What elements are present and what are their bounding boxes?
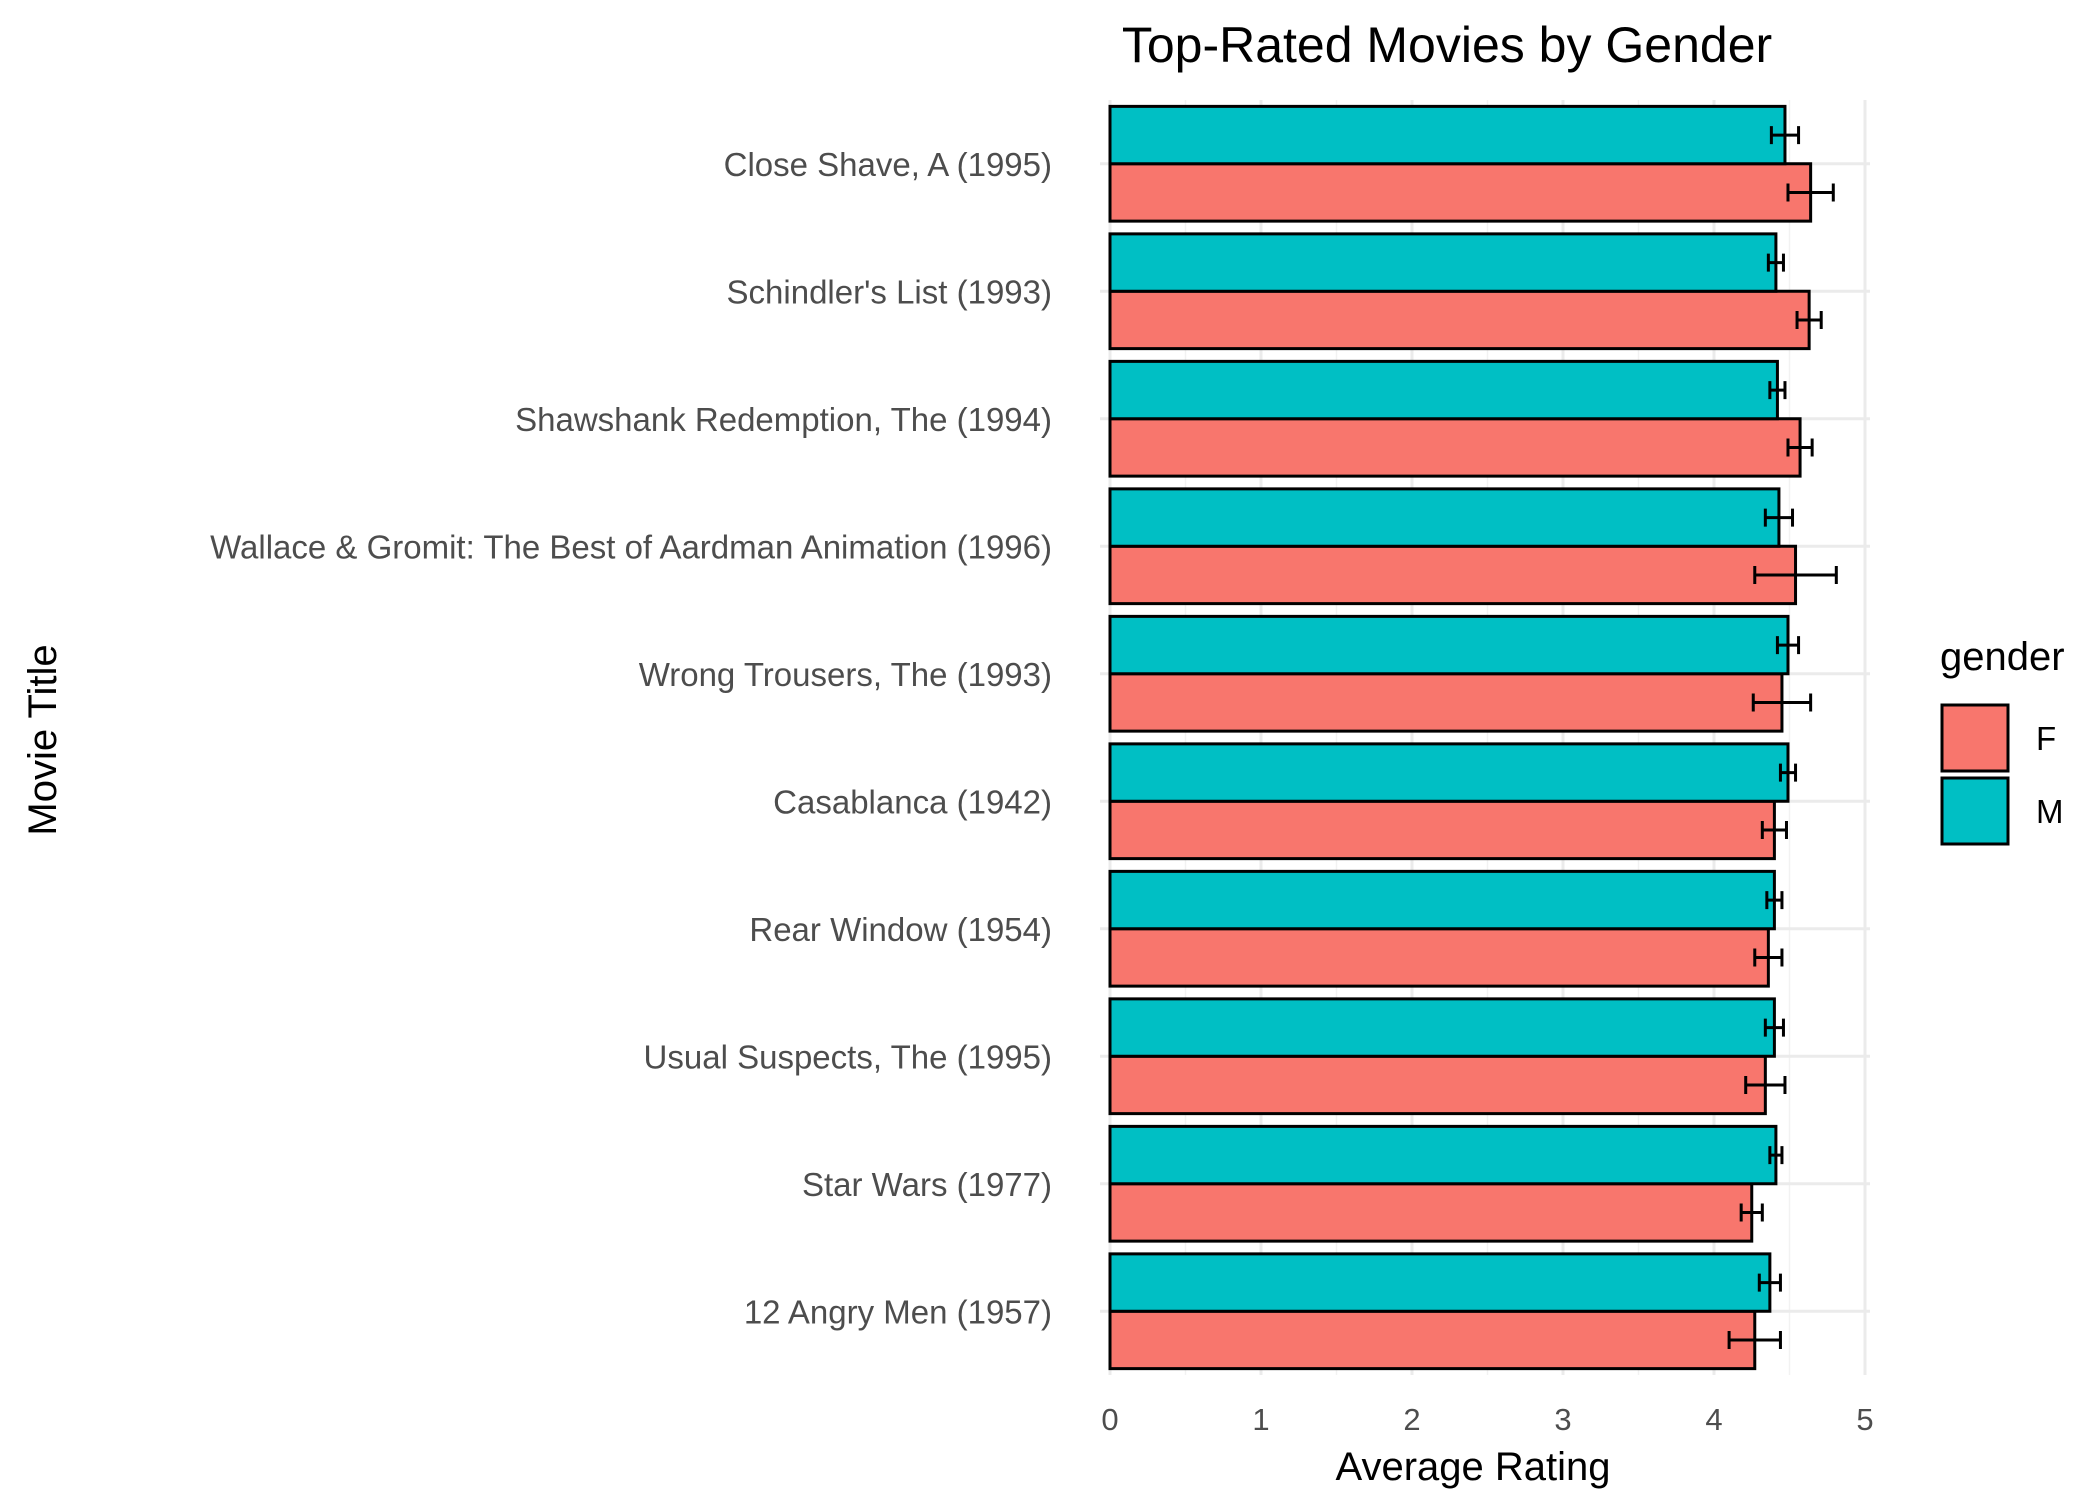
error-bar-m <box>1757 1273 1782 1292</box>
chart-title: Top-Rated Movies by Gender <box>1122 17 1772 73</box>
category-label: Wallace & Gromit: The Best of Aardman An… <box>210 528 1052 565</box>
bar-f <box>1108 1182 1754 1243</box>
error-bar-f <box>1760 820 1788 839</box>
y-axis-title: Movie Title <box>21 644 65 835</box>
bar-f <box>1108 799 1776 861</box>
error-bars <box>1727 126 1838 1349</box>
bar-m <box>1108 104 1787 166</box>
error-bar-m <box>1763 1018 1785 1037</box>
category-labels: Close Shave, A (1995) Schindler's List (1… <box>210 146 1052 1331</box>
x-tick-label: 0 <box>1101 1402 1118 1437</box>
bar-f <box>1108 672 1784 733</box>
error-bar-m <box>1775 636 1801 655</box>
legend-title: gender <box>1940 635 2065 679</box>
bar-m <box>1108 487 1781 548</box>
error-bar-f <box>1727 1330 1782 1349</box>
category-label: Casablanca (1942) <box>773 783 1052 820</box>
legend-key-m <box>1940 776 2010 846</box>
error-bar-m <box>1768 381 1787 400</box>
error-bar-m <box>1763 508 1795 527</box>
bar-f <box>1108 544 1798 606</box>
error-bar-m <box>1769 126 1801 145</box>
bar-m <box>1108 997 1776 1058</box>
bar-f <box>1108 1309 1757 1371</box>
bar-m <box>1108 1124 1778 1186</box>
category-label: 12 Angry Men (1957) <box>744 1293 1052 1330</box>
legend-label-f: F <box>2036 720 2056 757</box>
x-axis-title: Average Rating <box>1336 1445 1611 1489</box>
error-bar-f <box>1751 693 1813 712</box>
category-label: Schindler's List (1993) <box>727 273 1052 310</box>
bars <box>1108 104 1813 1371</box>
error-bar-f <box>1753 948 1784 967</box>
bar-m <box>1108 1252 1772 1313</box>
legend-label-m: M <box>2036 793 2064 830</box>
category-label: Rear Window (1954) <box>749 911 1052 948</box>
bar-f <box>1108 1054 1767 1116</box>
bar-f <box>1108 162 1813 223</box>
x-tick-label: 2 <box>1403 1402 1420 1437</box>
error-bar-f <box>1795 310 1823 329</box>
x-tick-labels: 0 1 2 3 4 5 <box>1101 1402 1873 1437</box>
error-bar-m <box>1768 1146 1784 1165</box>
error-bar-f <box>1753 565 1838 584</box>
bar-m <box>1108 614 1790 676</box>
legend-key-f <box>1940 703 2010 773</box>
error-bar-m <box>1765 891 1784 910</box>
error-bar-m <box>1766 253 1785 272</box>
bar-f <box>1108 927 1770 988</box>
x-tick-label: 3 <box>1554 1402 1571 1437</box>
x-tick-label: 4 <box>1705 1402 1722 1437</box>
category-label: Close Shave, A (1995) <box>724 146 1052 183</box>
category-label: Usual Suspects, The (1995) <box>644 1038 1052 1075</box>
bar-f <box>1108 417 1802 478</box>
bar-m <box>1108 869 1776 931</box>
legend: gender FM <box>1940 635 2065 846</box>
bar-m <box>1108 359 1779 421</box>
x-tick-label: 1 <box>1252 1402 1269 1437</box>
category-label: Star Wars (1977) <box>802 1166 1052 1203</box>
error-bar-m <box>1778 763 1798 782</box>
category-label: Shawshank Redemption, The (1994) <box>515 401 1052 438</box>
bar-f <box>1108 289 1811 351</box>
error-bar-f <box>1744 1075 1787 1094</box>
category-label: Wrong Trousers, The (1993) <box>639 656 1052 693</box>
error-bar-f <box>1739 1203 1764 1222</box>
error-bar-f <box>1786 183 1835 202</box>
bar-m <box>1108 232 1778 293</box>
error-bar-f <box>1786 438 1814 457</box>
x-tick-label: 5 <box>1856 1402 1873 1437</box>
bar-m <box>1108 742 1790 803</box>
